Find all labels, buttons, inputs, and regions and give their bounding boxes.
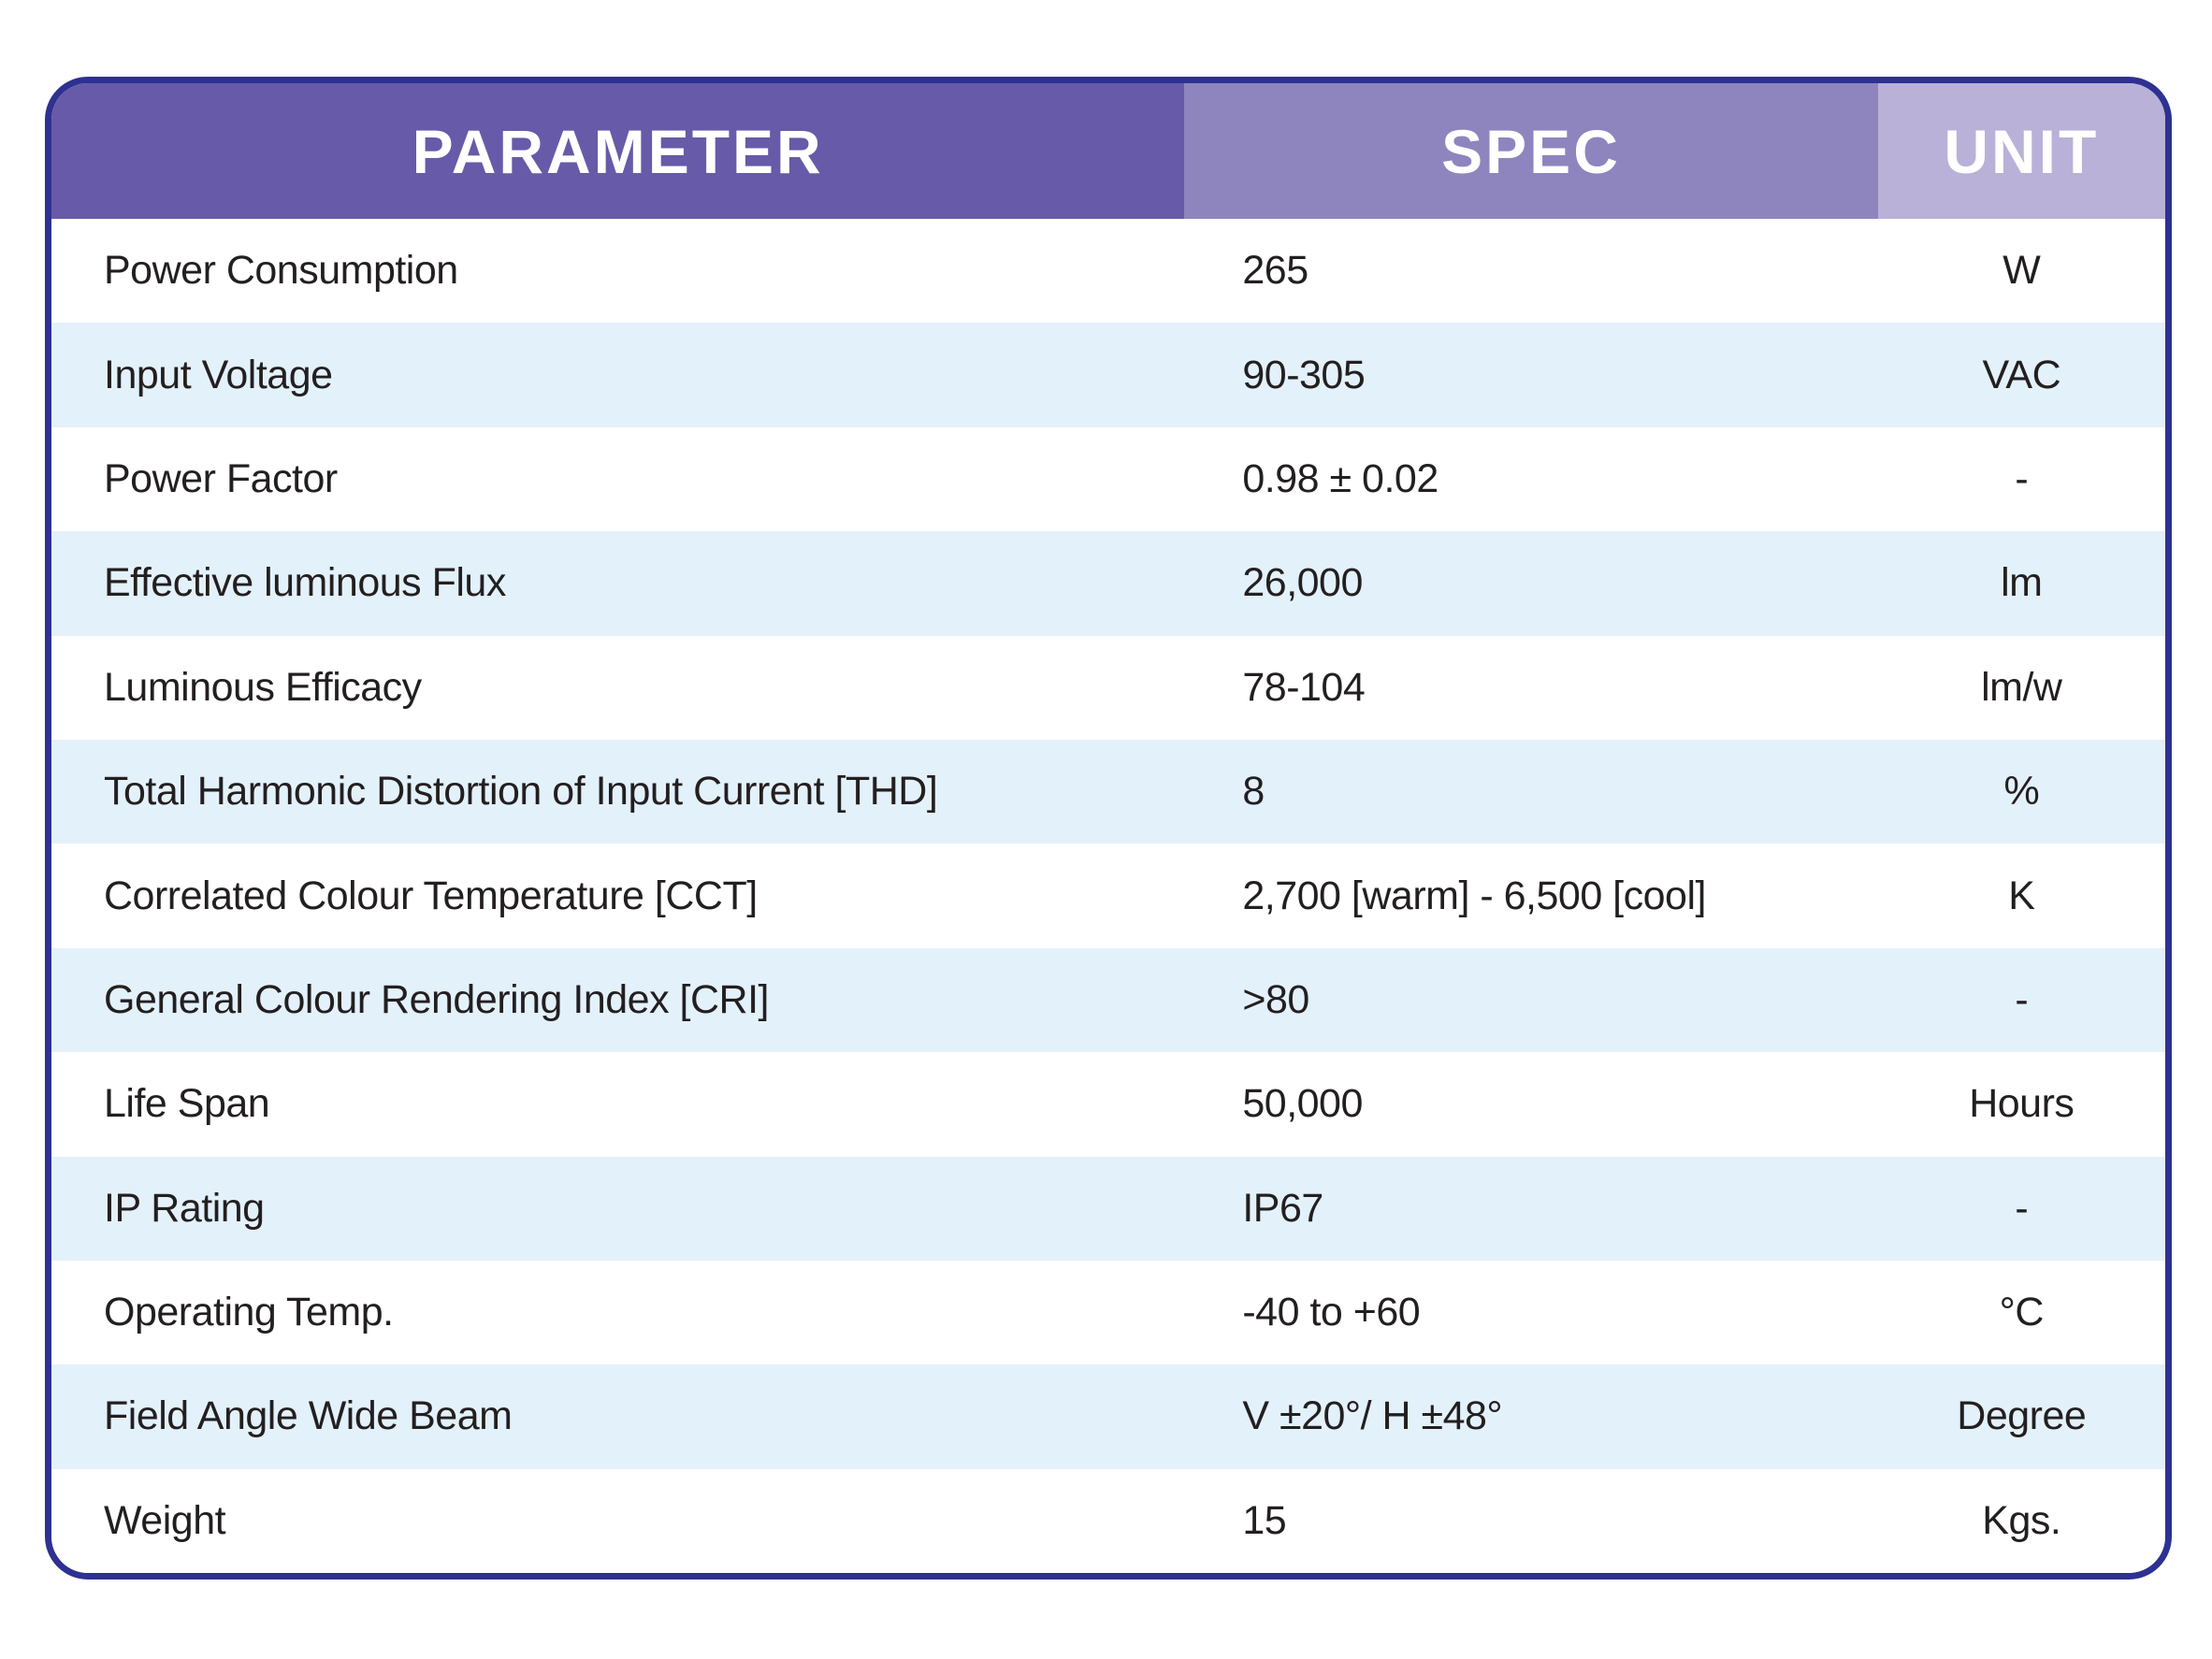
unit-cell: - bbox=[2015, 976, 2029, 1022]
header-parameter: PARAMETER bbox=[51, 83, 1185, 219]
table-row: Operating Temp. -40 to +60 °C bbox=[51, 1260, 2165, 1365]
table-row: Weight 15 Kgs. bbox=[51, 1468, 2165, 1573]
table-row: Luminous Efficacy 78-104 lm/w bbox=[51, 635, 2165, 740]
parameter-cell: Operating Temp. bbox=[104, 1290, 394, 1335]
table-row: Field Angle Wide Beam V ±20°/ H ±48° Deg… bbox=[51, 1364, 2165, 1469]
parameter-cell: Power Consumption bbox=[104, 248, 458, 294]
spec-cell: 90-305 bbox=[1242, 352, 1366, 397]
parameter-cell: Power Factor bbox=[104, 455, 338, 501]
table-header-row: PARAMETER SPEC UNIT bbox=[51, 83, 2165, 219]
parameter-cell: IP Rating bbox=[104, 1185, 265, 1231]
spec-cell: 78-104 bbox=[1242, 664, 1366, 710]
parameter-cell: Weight bbox=[104, 1497, 226, 1543]
unit-cell: lm bbox=[2001, 560, 2043, 606]
parameter-cell: Life Span bbox=[104, 1081, 270, 1127]
unit-cell: K bbox=[2008, 873, 2035, 918]
table-body: Power Consumption 265 W Input Voltage 90… bbox=[51, 219, 2165, 1573]
table-row: Power Consumption 265 W bbox=[51, 219, 2165, 324]
unit-cell: lm/w bbox=[1981, 664, 2062, 710]
specification-table: PARAMETER SPEC UNIT Power Consumption 26… bbox=[45, 77, 2172, 1580]
parameter-cell: Input Voltage bbox=[104, 352, 333, 397]
header-spec: SPEC bbox=[1184, 83, 1878, 219]
spec-cell: 0.98 ± 0.02 bbox=[1242, 455, 1439, 501]
unit-cell: Kgs. bbox=[1982, 1497, 2061, 1543]
spec-cell: >80 bbox=[1242, 976, 1309, 1022]
table-row: Life Span 50,000 Hours bbox=[51, 1052, 2165, 1157]
spec-cell: 2,700 [warm] - 6,500 [cool] bbox=[1242, 873, 1706, 918]
spec-cell: -40 to +60 bbox=[1242, 1290, 1421, 1335]
table-row: Total Harmonic Distortion of Input Curre… bbox=[51, 739, 2165, 844]
table-row: General Colour Rendering Index [CRI] >80… bbox=[51, 947, 2165, 1053]
unit-cell: W bbox=[2002, 248, 2041, 294]
unit-cell: - bbox=[2015, 1185, 2029, 1231]
parameter-cell: Luminous Efficacy bbox=[104, 664, 422, 710]
unit-cell: Hours bbox=[1969, 1081, 2075, 1127]
spec-cell: 265 bbox=[1242, 248, 1308, 294]
parameter-cell: General Colour Rendering Index [CRI] bbox=[104, 976, 769, 1022]
table-row: Effective luminous Flux 26,000 lm bbox=[51, 531, 2165, 636]
table-row: Correlated Colour Temperature [CCT] 2,70… bbox=[51, 844, 2165, 948]
unit-cell: % bbox=[2003, 769, 2040, 815]
spec-cell: 8 bbox=[1242, 769, 1265, 815]
parameter-cell: Field Angle Wide Beam bbox=[104, 1393, 513, 1439]
spec-cell: 15 bbox=[1242, 1497, 1287, 1543]
unit-cell: - bbox=[2015, 455, 2029, 501]
parameter-cell: Effective luminous Flux bbox=[104, 560, 506, 606]
spec-cell: IP67 bbox=[1242, 1185, 1323, 1231]
unit-cell: VAC bbox=[1982, 352, 2061, 397]
parameter-cell: Total Harmonic Distortion of Input Curre… bbox=[104, 769, 938, 815]
unit-cell: °C bbox=[1999, 1290, 2045, 1335]
unit-cell: Degree bbox=[1957, 1393, 2087, 1439]
spec-cell: V ±20°/ H ±48° bbox=[1242, 1393, 1503, 1439]
table-row: Input Voltage 90-305 VAC bbox=[51, 323, 2165, 427]
spec-cell: 50,000 bbox=[1242, 1081, 1363, 1127]
table-row: IP Rating IP67 - bbox=[51, 1156, 2165, 1261]
header-unit: UNIT bbox=[1877, 83, 2165, 219]
table-row: Power Factor 0.98 ± 0.02 - bbox=[51, 426, 2165, 532]
spec-cell: 26,000 bbox=[1242, 560, 1363, 606]
parameter-cell: Correlated Colour Temperature [CCT] bbox=[104, 873, 758, 918]
